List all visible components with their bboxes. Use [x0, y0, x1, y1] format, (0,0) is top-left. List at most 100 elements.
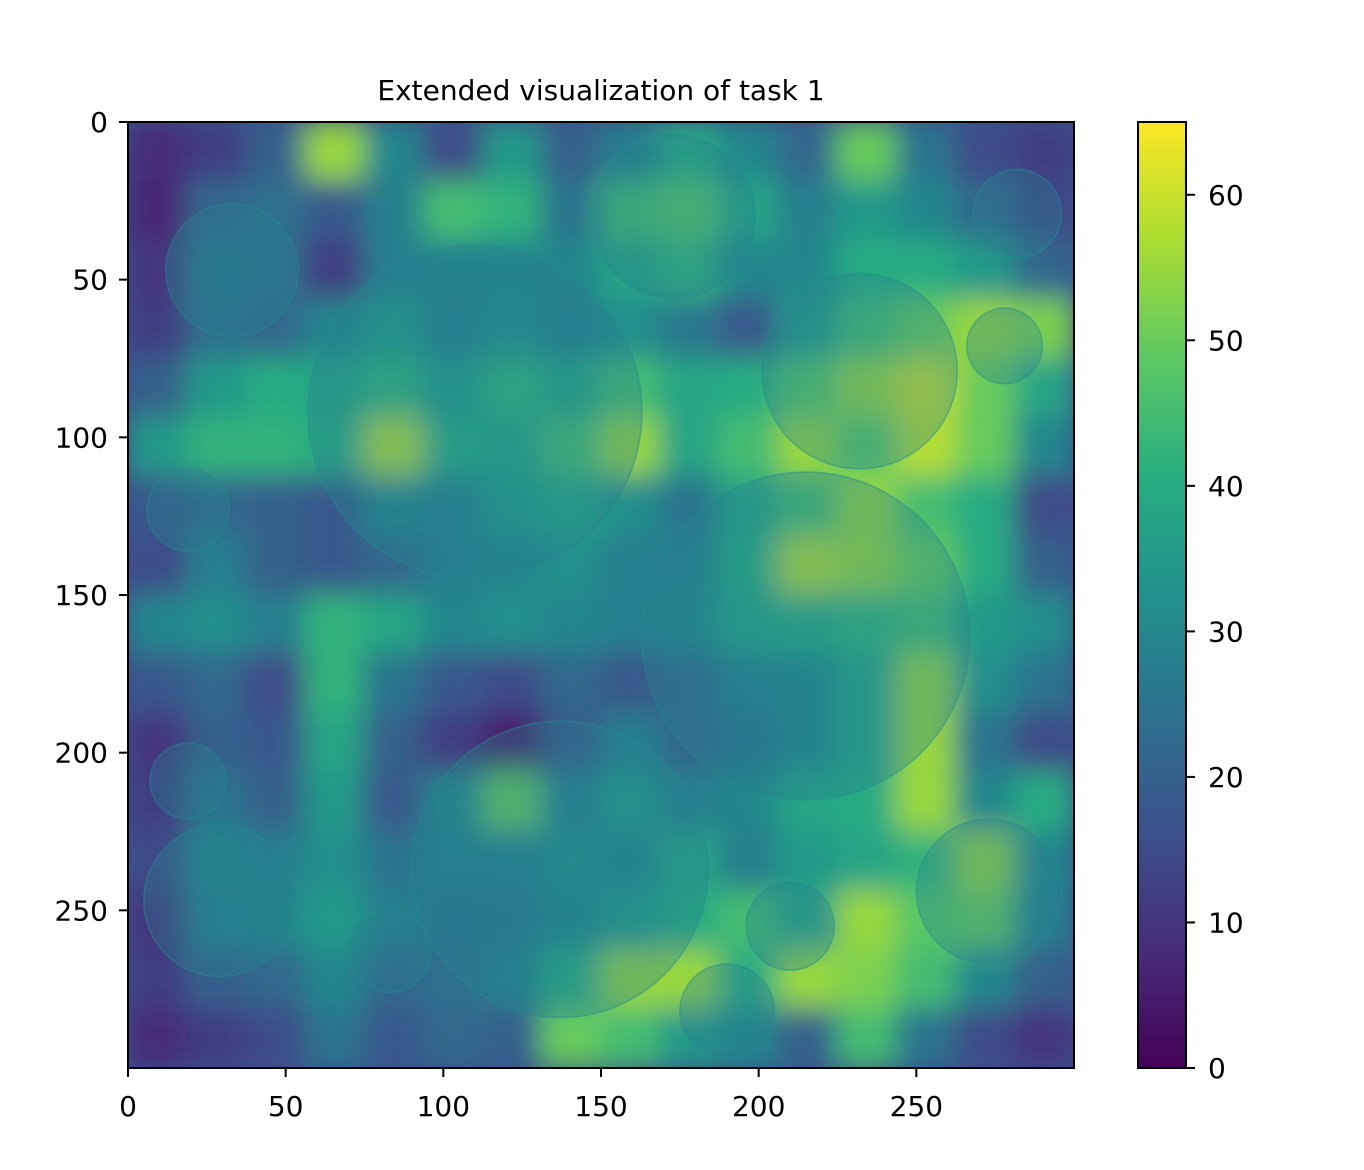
overlay-circle [590, 133, 757, 300]
heatmap-cell [540, 948, 602, 1010]
heatmap-cell [540, 594, 602, 656]
heatmap-cell [1013, 1007, 1074, 1068]
heatmap-cell [540, 239, 602, 301]
heatmap-cell [304, 1007, 366, 1068]
overlay-circle [966, 307, 1044, 385]
heatmap-cell [954, 122, 1016, 183]
heatmap-cell [659, 712, 721, 774]
heatmap-cell [245, 357, 307, 419]
colorbar-tick-label: 20 [1208, 761, 1244, 794]
heatmap-cell [245, 653, 307, 715]
heatmap-cell [186, 298, 248, 360]
heatmap-cell [128, 889, 189, 951]
heatmap-cell [128, 122, 189, 183]
heatmap-cell [600, 653, 662, 715]
heatmap-cell [659, 298, 721, 360]
colorbar: 0 10 20 30 40 50 60 [1137, 121, 1244, 1085]
heatmap-cell [481, 357, 543, 419]
overlay-circle [745, 881, 836, 971]
heatmap-cell [363, 594, 425, 656]
overlay-circle [411, 720, 709, 1019]
overlay-circle [972, 168, 1063, 259]
heatmap-cell [600, 534, 662, 596]
heatmap-cell [954, 416, 1016, 478]
heatmap-cell [1013, 948, 1074, 1010]
heatmap-cell [718, 122, 780, 183]
heatmap-cell [422, 416, 484, 478]
heatmap-cell [600, 594, 662, 656]
colorbar-tick-label: 30 [1208, 615, 1244, 648]
heatmap-cell [540, 889, 602, 951]
y-tick-label: 200 [55, 737, 108, 770]
heatmap-cell [718, 534, 780, 596]
heatmap-cell [245, 712, 307, 774]
heatmap-cell [422, 357, 484, 419]
heatmap-cell [304, 122, 366, 183]
heatmap-cell [186, 239, 248, 301]
heatmap-cell [895, 357, 957, 419]
x-tick-label: 250 [890, 1090, 943, 1123]
heatmap-cell [777, 416, 839, 478]
heatmap-cell [895, 122, 957, 183]
heatmap-cell [481, 416, 543, 478]
heatmap-cell [895, 653, 957, 715]
heatmap-cell [600, 475, 662, 537]
heatmap-cell [600, 771, 662, 833]
heatmap-cell [186, 712, 248, 774]
overlay-circle [146, 468, 230, 552]
heatmap-cell [1013, 653, 1074, 715]
y-tick-label: 100 [55, 421, 108, 454]
heatmap-cell [422, 594, 484, 656]
heatmap-cell [777, 357, 839, 419]
heatmap-cell [304, 594, 366, 656]
heatmap-cell [895, 830, 957, 892]
heatmap-cell [836, 948, 898, 1010]
heatmap-cell [895, 180, 957, 242]
heatmap-cell [304, 712, 366, 774]
heatmap-cell [481, 298, 543, 360]
heatmap-cell [895, 1007, 957, 1068]
heatmap-cell [304, 475, 366, 537]
heatmap-cell [600, 180, 662, 242]
heatmap-cell [895, 239, 957, 301]
heatmap-cell [422, 1007, 484, 1068]
heatmap-cell [186, 475, 248, 537]
heatmap-cell [659, 122, 721, 183]
heatmap-cell [128, 1007, 189, 1068]
heatmap-cell [128, 416, 189, 478]
heatmap-cell [245, 475, 307, 537]
heatmap-cell [481, 771, 543, 833]
heatmap-cell [304, 653, 366, 715]
heatmap-cell [954, 1007, 1016, 1068]
heatmap-cell [659, 475, 721, 537]
y-tick-label: 50 [72, 264, 108, 297]
heatmap-cell [718, 771, 780, 833]
heatmap-cell [128, 712, 189, 774]
heatmap-cell [245, 889, 307, 951]
chart-title: Extended visualization of task 1 [377, 74, 824, 107]
heatmap-cell [540, 475, 602, 537]
heatmap-cell [1013, 298, 1074, 360]
heatmap-cell [186, 830, 248, 892]
heatmap-cell [600, 889, 662, 951]
heatmap-cell [304, 948, 366, 1010]
heatmap-cell [363, 357, 425, 419]
heatmap-cell [777, 653, 839, 715]
heatmap-cell [836, 1007, 898, 1068]
heatmap-cell [718, 948, 780, 1010]
heatmap-cell [304, 239, 366, 301]
heatmap-cell [1013, 594, 1074, 656]
heatmap-cell [954, 475, 1016, 537]
heatmap-cell [836, 830, 898, 892]
heatmap-cell [954, 594, 1016, 656]
heatmap-cell [1013, 416, 1074, 478]
heatmap-cell [540, 830, 602, 892]
heatmap-cell [777, 122, 839, 183]
heatmap-cell [895, 594, 957, 656]
heatmap-cell [245, 416, 307, 478]
colorbar-tick-label: 60 [1208, 179, 1244, 212]
heatmap-cell [954, 239, 1016, 301]
heatmap-cell [363, 1007, 425, 1068]
heatmap-cell [600, 298, 662, 360]
